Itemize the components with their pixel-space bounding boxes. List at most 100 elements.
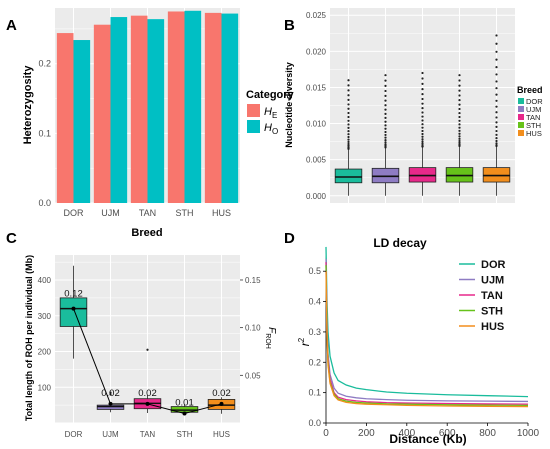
panel-a-y-axis-label: Heterozygosity: [22, 65, 34, 145]
outlier-point: [146, 348, 149, 351]
outlier-point: [384, 139, 387, 142]
ld-line-dor: [325, 246, 529, 398]
panel-c-y2-axis-label: FROH: [264, 327, 277, 349]
legend-swatch-ujm: [518, 106, 524, 112]
outlier-point: [384, 112, 387, 115]
box-dor: [334, 168, 363, 184]
panel-a: 0.0 0.1 0.2 DOR UJM TAN STH HUS Breed Heterozy…: [22, 8, 295, 239]
outlier-point: [384, 94, 387, 97]
legend-label-dor: DOR: [481, 259, 506, 271]
outlier-point: [384, 130, 387, 134]
outlier-point: [347, 103, 350, 106]
outlier-point: [421, 111, 424, 114]
outlier-point: [458, 115, 461, 119]
x-tick-label: 600: [439, 428, 456, 439]
outlier-point: [421, 82, 424, 86]
outlier-point: [421, 97, 424, 101]
outlier-point: [109, 393, 112, 396]
outlier-point: [458, 84, 461, 87]
outlier-point: [495, 116, 498, 119]
bar-he-hus: [204, 12, 222, 203]
outlier-point: [421, 71, 424, 75]
outlier-point: [458, 141, 461, 144]
legend-label-ujm: UJM: [526, 105, 541, 114]
outlier-point: [384, 108, 387, 111]
y-tick-label: 400: [38, 276, 52, 285]
panel-a-x-axis-label: Breed: [131, 227, 162, 239]
panel-letter-d: D: [284, 230, 295, 247]
panel-c-x-ticks: DOR UJM TAN STH HUS: [65, 430, 230, 439]
panel-d-title: LD decay: [373, 236, 427, 250]
outlier-point: [347, 135, 350, 139]
outlier-point: [458, 89, 461, 92]
outlier-point: [458, 132, 461, 135]
x-tick-label: 200: [358, 428, 375, 439]
panel-a-x-ticks: DOR UJM TAN STH HUS: [64, 208, 232, 218]
outlier-point: [384, 104, 387, 107]
outlier-point: [347, 133, 350, 136]
outlier-point: [495, 129, 498, 133]
outlier-point: [458, 99, 461, 102]
outlier-point: [421, 140, 424, 143]
x-tick-label: HUS: [212, 208, 231, 218]
outlier-point: [458, 107, 461, 111]
legend-label-sth: STH: [481, 306, 503, 318]
panel-b-boxes: [334, 34, 511, 196]
outlier-point: [421, 129, 424, 133]
y-tick-label: 0.3: [308, 327, 321, 337]
outlier-point: [384, 74, 387, 77]
x-tick-label: STH: [177, 430, 193, 439]
outlier-point: [109, 391, 112, 394]
panel-letter-c: C: [6, 230, 17, 247]
outlier-point: [495, 73, 498, 76]
y2-tick-label: 0.05: [245, 371, 261, 380]
outlier-point: [421, 138, 424, 141]
outlier-point: [495, 121, 498, 124]
y2-tick-label: 0.10: [245, 324, 261, 333]
legend-swatch-dor: [518, 98, 524, 104]
outlier-point: [384, 144, 387, 147]
bar-he-tan: [130, 15, 148, 203]
outlier-point: [347, 107, 350, 110]
outlier-point: [458, 135, 461, 138]
panel-letter-a: A: [6, 17, 17, 34]
outlier-point: [384, 127, 387, 130]
x-tick-label: DOR: [64, 208, 85, 218]
panel-a-legend: Category HE HO: [246, 89, 295, 136]
outlier-point: [495, 93, 498, 96]
y-tick-label: 0.0: [38, 198, 51, 208]
outlier-point: [347, 98, 350, 102]
outlier-point: [495, 58, 498, 61]
outlier-point: [347, 144, 350, 147]
outlier-point: [384, 120, 387, 123]
outlier-point: [458, 137, 461, 140]
bar-he-ujm: [93, 24, 111, 204]
outlier-point: [495, 137, 498, 140]
legend-label-hus: HUS: [481, 321, 504, 333]
panel-d-y-axis-label: r2: [297, 337, 312, 346]
outlier-point: [347, 115, 350, 119]
y-tick-label: 0.025: [306, 11, 327, 20]
outlier-point: [347, 119, 350, 122]
froh-point: [71, 306, 76, 311]
x-tick-label: 800: [479, 428, 496, 439]
y-tick-label: 0.010: [306, 120, 327, 129]
y-tick-label: 0.000: [306, 192, 327, 201]
outlier-point: [421, 88, 424, 91]
bar-ho-dor: [73, 40, 91, 204]
legend-label-ho: HO: [264, 122, 278, 136]
panel-a-legend-title: Category: [246, 89, 295, 101]
froh-point: [108, 401, 113, 406]
outlier-point: [421, 77, 424, 80]
froh-label: 0.02: [101, 388, 120, 399]
y-tick-label: 0.020: [306, 47, 327, 56]
outlier-point: [347, 94, 350, 97]
outlier-point: [384, 136, 387, 139]
outlier-point: [347, 84, 350, 87]
x-tick-label: 400: [398, 428, 415, 439]
outlier-point: [384, 116, 387, 119]
outlier-point: [458, 139, 461, 143]
outlier-point: [347, 89, 350, 92]
outlier-point: [495, 105, 498, 108]
